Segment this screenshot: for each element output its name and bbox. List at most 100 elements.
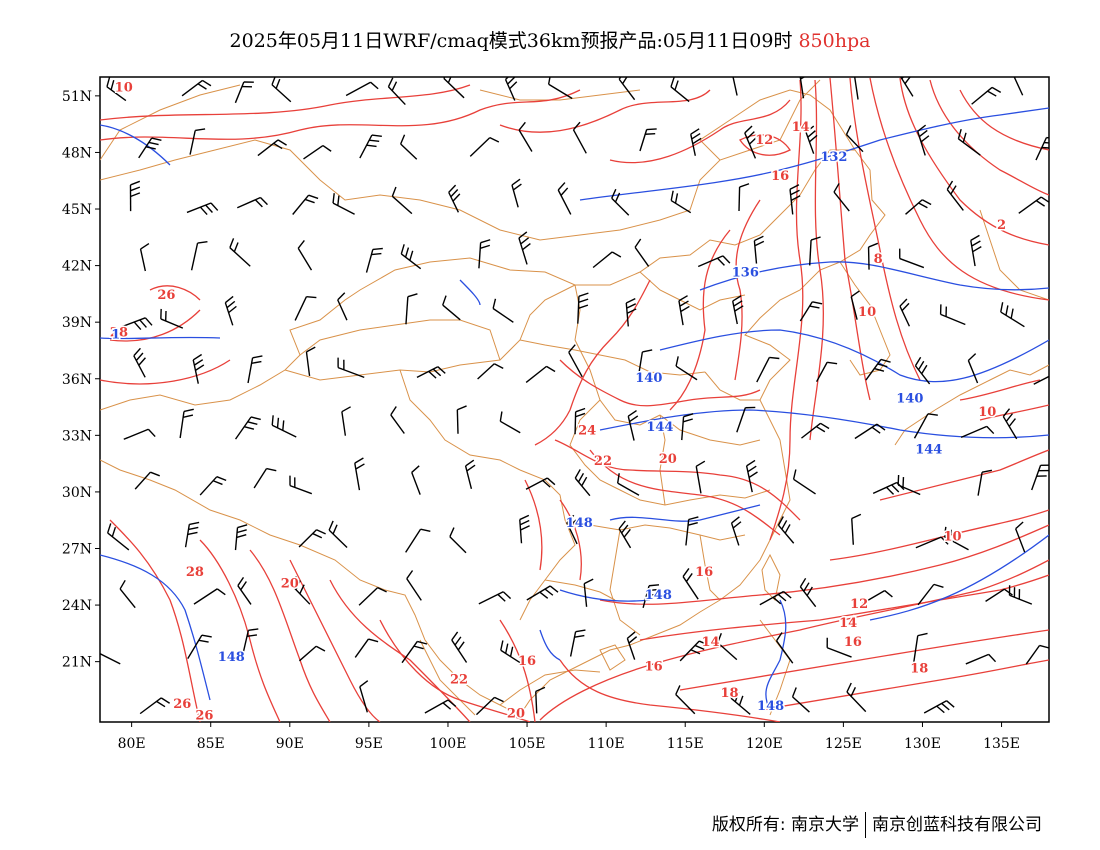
province-boundaries xyxy=(100,79,1049,716)
wind-barb xyxy=(915,536,949,549)
wind-barb xyxy=(697,255,731,268)
x-tick-label: 105E xyxy=(509,736,546,752)
wind-barb xyxy=(297,239,313,271)
wind-barb xyxy=(271,415,297,438)
temperature-label: 20 xyxy=(659,452,677,467)
wind-barb xyxy=(390,406,405,434)
wind-barb xyxy=(492,298,514,323)
wind-barb xyxy=(190,240,208,271)
wind-barb xyxy=(957,128,981,156)
wind-barb xyxy=(134,471,160,490)
temperature-label: 26 xyxy=(195,708,213,723)
wind-barb xyxy=(1015,521,1026,553)
wind-barb xyxy=(443,77,465,99)
wind-barb xyxy=(627,410,639,441)
wind-barb xyxy=(298,529,326,548)
x-tick-label: 125E xyxy=(825,736,862,752)
geopotential-contours xyxy=(100,107,1049,711)
wind-barb xyxy=(744,125,758,159)
wind-barb xyxy=(519,514,530,544)
y-tick-label: 21N xyxy=(62,655,92,671)
wind-barb xyxy=(679,640,709,662)
x-tick-label: 120E xyxy=(746,736,783,752)
wind-barb xyxy=(237,196,268,209)
wind-barb xyxy=(851,513,862,545)
wind-barb xyxy=(406,570,422,601)
wind-barb xyxy=(799,301,823,322)
wind-barb xyxy=(574,469,591,497)
wind-barb xyxy=(826,637,852,658)
y-tick-label: 48N xyxy=(62,145,92,161)
x-tick-label: 135E xyxy=(983,736,1020,752)
y-tick-label: 36N xyxy=(62,372,92,388)
wind-barb xyxy=(133,347,146,378)
y-tick-label: 33N xyxy=(62,428,92,444)
wind-barb xyxy=(298,645,326,662)
wind-barb xyxy=(917,583,944,606)
wind-barb xyxy=(577,292,589,324)
wind-barb xyxy=(867,242,879,270)
temperature-label: 16 xyxy=(844,635,862,650)
wind-barb xyxy=(736,406,756,433)
wind-barb xyxy=(616,473,640,496)
wind-barb xyxy=(400,244,422,270)
temperature-label: 16 xyxy=(645,659,663,674)
wind-barb xyxy=(675,356,698,381)
y-tick-label: 51N xyxy=(62,89,92,105)
wind-barb xyxy=(345,81,379,97)
wind-barb xyxy=(289,475,313,495)
temperature-label: 24 xyxy=(578,424,596,439)
wind-barb xyxy=(809,236,821,266)
wind-barb xyxy=(695,460,706,494)
wind-barb xyxy=(917,124,930,156)
y-tick-label: 30N xyxy=(62,485,92,501)
contour-labels: 10 12 14 12 16 8 10 2 26 28 10 24 22 20 10 28 20 16 12 14 16… xyxy=(108,54,1007,723)
wind-barb xyxy=(833,183,850,212)
geopotential-label: 140 xyxy=(896,392,923,407)
wind-barb xyxy=(365,247,383,273)
longitude-axis: 80E 85E 90E 95E 100E 105E 110E 115E 120E 125E 130E… xyxy=(118,722,1020,752)
y-tick-label: 42N xyxy=(62,259,92,275)
temperature-label: 14 xyxy=(701,635,719,650)
wind-barb xyxy=(535,686,546,714)
wind-barb xyxy=(229,238,251,267)
wind-barb xyxy=(977,469,993,496)
temperature-label: 16 xyxy=(518,654,536,669)
wind-barb xyxy=(1002,408,1018,440)
wind-barb xyxy=(939,304,966,326)
wind-barb xyxy=(500,640,524,666)
wind-barb xyxy=(799,77,806,99)
wind-barb xyxy=(1018,196,1049,214)
x-tick-label: 100E xyxy=(429,736,466,752)
wind-barb xyxy=(106,523,130,551)
wind-barb xyxy=(970,234,982,267)
wind-barb xyxy=(478,239,491,269)
wind-barb xyxy=(234,81,254,104)
temperature-label: 18 xyxy=(910,661,928,676)
wind-barb xyxy=(1000,302,1025,328)
temperature-label: 14 xyxy=(792,120,810,135)
wind-barb xyxy=(518,231,531,265)
wind-barb xyxy=(775,632,794,664)
wind-barb xyxy=(337,292,348,321)
temperature-label: 16 xyxy=(771,169,789,184)
wind-barb xyxy=(626,631,638,660)
wind-barb xyxy=(257,139,287,157)
x-tick-label: 80E xyxy=(118,736,146,752)
x-tick-label: 130E xyxy=(904,736,941,752)
wind-barb xyxy=(569,629,586,657)
geopotential-label: 148 xyxy=(645,588,672,603)
temperature-label: 16 xyxy=(811,54,829,69)
wind-barb xyxy=(237,577,252,605)
x-tick-label: 85E xyxy=(197,736,225,752)
temperature-label: 12 xyxy=(771,62,789,77)
wind-barb xyxy=(899,298,911,327)
temperature-label: 28 xyxy=(110,326,128,341)
temperature-label: 10 xyxy=(943,529,961,544)
wind-barb xyxy=(451,631,468,663)
temperature-label: 28 xyxy=(186,565,204,580)
geopotential-label: 148 xyxy=(566,516,593,531)
wind-barb xyxy=(592,251,622,269)
wind-barb xyxy=(854,423,886,440)
wind-barb xyxy=(965,653,997,665)
